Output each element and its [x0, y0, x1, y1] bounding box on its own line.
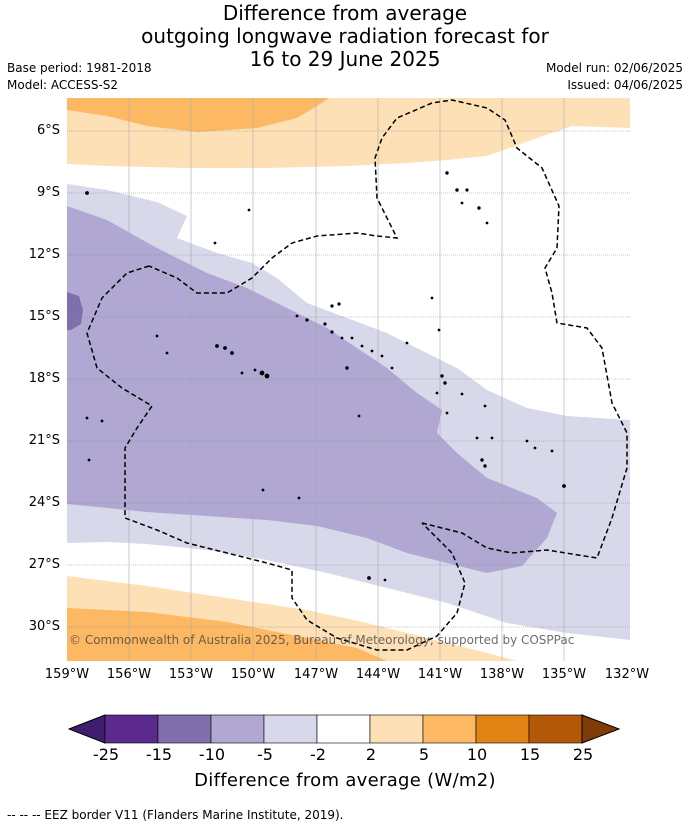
- colorbar-swatch: [157, 714, 212, 744]
- model-name: Model: ACCESS-S2: [7, 78, 119, 92]
- map-panel: [67, 98, 630, 661]
- colorbar-swatch: [210, 714, 265, 744]
- colorbar-swatch: [316, 714, 371, 744]
- lon-label: 132°W: [604, 667, 650, 682]
- lat-label: 12°S: [28, 247, 60, 262]
- colorbar-tick: -25: [92, 745, 120, 764]
- colorbar-tick: 15: [519, 745, 541, 764]
- colorbar-swatch: [528, 714, 583, 744]
- colorbar-extend-high: [581, 714, 621, 744]
- colorbar-extend-low: [67, 714, 106, 744]
- colorbar-swatch: [104, 714, 159, 744]
- lon-label: 138°W: [479, 667, 525, 682]
- colorbar-tick: -10: [198, 745, 226, 764]
- colorbar-swatch: [263, 714, 318, 744]
- lat-label: 9°S: [36, 185, 60, 200]
- colorbar-swatches: [67, 714, 621, 744]
- colorbar: [67, 714, 622, 748]
- lon-label: 147°W: [293, 667, 339, 682]
- colorbar-tick: -5: [257, 745, 273, 764]
- anomaly-region-5-10-north: [67, 98, 329, 132]
- anomaly-map: [67, 98, 630, 661]
- colorbar-label: Difference from average (W/m2): [194, 770, 496, 791]
- lon-label: 159°W: [44, 667, 90, 682]
- islands: [85, 171, 566, 582]
- anomaly-region-5-10-south: [67, 608, 387, 661]
- lat-label: 30°S: [28, 619, 60, 634]
- lat-label: 18°S: [28, 371, 60, 386]
- colorbar-tick: -15: [145, 745, 173, 764]
- anomaly-region-neg5-neg10: [67, 206, 557, 573]
- lon-label: 141°W: [417, 667, 463, 682]
- issued-date: Issued: 04/06/2025: [567, 78, 683, 92]
- lat-label: 27°S: [28, 557, 60, 572]
- colorbar-tick: -2: [310, 745, 326, 764]
- lon-label: 135°W: [541, 667, 587, 682]
- colorbar-tick: 25: [572, 745, 594, 764]
- colorbar-swatch: [475, 714, 530, 744]
- lat-label: 6°S: [36, 123, 60, 138]
- eez-borders: [86, 99, 628, 651]
- map-title: Difference from average outgoing longwav…: [0, 2, 690, 71]
- lon-label: 144°W: [355, 667, 401, 682]
- lat-label: 21°S: [28, 433, 60, 448]
- colorbar-tick: 5: [418, 745, 430, 764]
- colorbar-swatch: [369, 714, 424, 744]
- meta-right: Model run: 02/06/2025 Issued: 04/06/2025: [546, 60, 683, 94]
- eez-french-polynesia: [148, 99, 628, 559]
- title-line-1: Difference from average: [222, 1, 468, 25]
- copyright-notice: © Commonwealth of Australia 2025, Bureau…: [69, 633, 575, 647]
- grid-lines: [67, 98, 630, 661]
- lon-label: 153°W: [168, 667, 214, 682]
- anomaly-region-neg10-neg15: [67, 292, 83, 330]
- model-run: Model run: 02/06/2025: [545, 61, 683, 75]
- title-line-3: 16 to 29 June 2025: [249, 47, 441, 71]
- title-line-2: outgoing longwave radiation forecast for: [141, 24, 549, 48]
- meta-left: Base period: 1981-2018 Model: ACCESS-S2: [7, 60, 152, 94]
- lon-label: 150°W: [230, 667, 276, 682]
- lon-label: 156°W: [106, 667, 152, 682]
- colorbar-tick: 2: [365, 745, 377, 764]
- colorbar-tick: 10: [466, 745, 488, 764]
- lat-label: 24°S: [28, 495, 60, 510]
- colorbar-swatch: [422, 714, 477, 744]
- eez-cook-islands: [86, 265, 466, 651]
- base-period: Base period: 1981-2018: [7, 61, 152, 75]
- lat-label: 15°S: [28, 309, 60, 324]
- eez-legend-note: -- -- -- EEZ border V11 (Flanders Marine…: [7, 808, 344, 822]
